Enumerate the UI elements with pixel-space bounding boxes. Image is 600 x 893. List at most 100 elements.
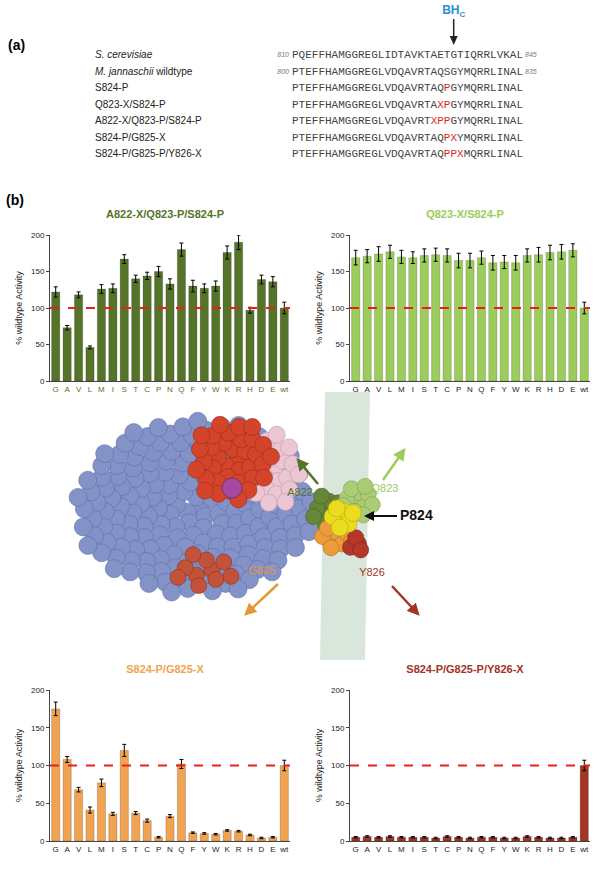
svg-text:I: I bbox=[412, 845, 414, 854]
svg-text:150: 150 bbox=[31, 724, 45, 733]
svg-text:P: P bbox=[456, 385, 461, 394]
svg-text:50: 50 bbox=[35, 799, 44, 808]
svg-text:50: 50 bbox=[335, 799, 344, 808]
svg-text:PTEFFHAMGGREGLVDQAVRTAQPXYMQRR: PTEFFHAMGGREGLVDQAVRTAQPXYMQRRLINAL bbox=[292, 132, 523, 144]
svg-text:E: E bbox=[570, 385, 575, 394]
svg-text:C: C bbox=[144, 845, 150, 854]
svg-text:E: E bbox=[570, 845, 575, 854]
svg-text:810: 810 bbox=[277, 51, 289, 58]
svg-text:(a): (a) bbox=[8, 37, 25, 53]
svg-text:V: V bbox=[376, 385, 382, 394]
svg-text:K: K bbox=[524, 845, 530, 854]
svg-text:A: A bbox=[64, 385, 70, 394]
svg-text:D: D bbox=[559, 385, 565, 394]
svg-text:200: 200 bbox=[31, 686, 45, 695]
svg-text:R: R bbox=[236, 845, 242, 854]
svg-text:200: 200 bbox=[331, 686, 345, 695]
svg-text:M: M bbox=[398, 385, 405, 394]
svg-text:100: 100 bbox=[331, 304, 345, 313]
svg-text:D: D bbox=[259, 845, 265, 854]
svg-text:A: A bbox=[364, 385, 370, 394]
svg-text:H: H bbox=[547, 845, 553, 854]
svg-text:L: L bbox=[88, 845, 93, 854]
svg-text:P: P bbox=[156, 385, 161, 394]
svg-text:150: 150 bbox=[31, 267, 45, 276]
svg-text:845: 845 bbox=[525, 51, 537, 58]
svg-text:D: D bbox=[259, 385, 265, 394]
svg-text:F: F bbox=[190, 385, 195, 394]
svg-text:R: R bbox=[536, 385, 542, 394]
svg-text:G: G bbox=[353, 845, 359, 854]
svg-text:M: M bbox=[98, 845, 105, 854]
svg-text:wt: wt bbox=[279, 845, 289, 854]
svg-text:0: 0 bbox=[340, 837, 345, 846]
svg-text:50: 50 bbox=[35, 340, 44, 349]
svg-text:V: V bbox=[76, 385, 82, 394]
svg-text:A822: A822 bbox=[287, 486, 313, 498]
svg-text:wt: wt bbox=[579, 845, 589, 854]
svg-text:I: I bbox=[112, 385, 114, 394]
svg-text:PTEFFHAMGGREGLVDQAVRTAQPPXMQRR: PTEFFHAMGGREGLVDQAVRTAQPPXMQRRLINAL bbox=[292, 148, 523, 160]
svg-text:V: V bbox=[76, 845, 82, 854]
svg-text:N: N bbox=[167, 385, 173, 394]
svg-text:R: R bbox=[536, 845, 542, 854]
svg-text:W: W bbox=[212, 845, 220, 854]
svg-text:S824-P/G825-X: S824-P/G825-X bbox=[95, 132, 166, 143]
svg-text:Q823: Q823 bbox=[372, 482, 399, 494]
svg-text:F: F bbox=[490, 845, 495, 854]
svg-text:D: D bbox=[559, 845, 565, 854]
svg-text:G: G bbox=[353, 385, 359, 394]
svg-text:L: L bbox=[388, 385, 393, 394]
svg-text:S824-P/G825-P/Y826-X: S824-P/G825-P/Y826-X bbox=[406, 663, 524, 675]
svg-text:S824-P: S824-P bbox=[95, 82, 129, 93]
svg-text:0: 0 bbox=[340, 377, 345, 386]
svg-text:H: H bbox=[247, 385, 253, 394]
svg-text:S824-P/G825-X: S824-P/G825-X bbox=[126, 663, 204, 675]
svg-text:Q: Q bbox=[178, 385, 184, 394]
svg-text:K: K bbox=[224, 385, 230, 394]
svg-text:PQEFFHAMGGREGLIDTAVKTAETGTIQRR: PQEFFHAMGGREGLIDTAVKTAETGTIQRRLVKAL bbox=[292, 49, 523, 61]
svg-text:T: T bbox=[433, 385, 438, 394]
svg-text:E: E bbox=[270, 385, 275, 394]
svg-text:N: N bbox=[167, 845, 173, 854]
svg-text:I: I bbox=[412, 385, 414, 394]
svg-text:M. jannaschii wildtype: M. jannaschii wildtype bbox=[95, 66, 193, 77]
svg-text:R: R bbox=[236, 385, 242, 394]
svg-text:0: 0 bbox=[40, 377, 45, 386]
svg-text:Y826: Y826 bbox=[359, 566, 385, 578]
svg-text:P: P bbox=[156, 845, 161, 854]
svg-text:F: F bbox=[190, 845, 195, 854]
svg-text:C: C bbox=[444, 385, 450, 394]
svg-text:A822-X/Q823-P/S824-P: A822-X/Q823-P/S824-P bbox=[106, 208, 224, 220]
svg-text:835: 835 bbox=[525, 68, 537, 75]
svg-text:H: H bbox=[547, 385, 553, 394]
svg-text:C: C bbox=[144, 385, 150, 394]
svg-text:A: A bbox=[64, 845, 70, 854]
svg-text:S. cerevisiae: S. cerevisiae bbox=[95, 49, 153, 60]
svg-text:M: M bbox=[398, 845, 405, 854]
svg-text:PTEFFHAMGGREGLVDQAVRTXPPGYMQRR: PTEFFHAMGGREGLVDQAVRTXPPGYMQRRLINAL bbox=[292, 115, 523, 127]
svg-text:L: L bbox=[388, 845, 393, 854]
svg-text:S824-P/G825-P/Y826-X: S824-P/G825-P/Y826-X bbox=[95, 148, 202, 159]
svg-text:G: G bbox=[53, 845, 59, 854]
svg-text:PTEFFHAMGGREGLVDQAVRTAQPGYMQRR: PTEFFHAMGGREGLVDQAVRTAQPGYMQRRLINAL bbox=[292, 82, 523, 94]
svg-text:% wildtype Activity: % wildtype Activity bbox=[14, 271, 24, 345]
svg-text:N: N bbox=[467, 845, 473, 854]
svg-text:150: 150 bbox=[331, 724, 345, 733]
svg-text:S: S bbox=[122, 845, 127, 854]
svg-text:wt: wt bbox=[579, 385, 589, 394]
svg-text:S: S bbox=[122, 385, 127, 394]
svg-text:100: 100 bbox=[31, 761, 45, 770]
svg-text:C: C bbox=[444, 845, 450, 854]
svg-text:Q: Q bbox=[478, 385, 484, 394]
svg-text:Y: Y bbox=[202, 845, 208, 854]
svg-text:W: W bbox=[212, 385, 220, 394]
svg-text:P824: P824 bbox=[400, 507, 433, 523]
svg-text:I: I bbox=[112, 845, 114, 854]
svg-text:V: V bbox=[376, 845, 382, 854]
svg-text:wt: wt bbox=[279, 385, 289, 394]
svg-text:Q: Q bbox=[478, 845, 484, 854]
svg-text:N: N bbox=[467, 385, 473, 394]
svg-text:200: 200 bbox=[31, 231, 45, 240]
svg-text:W: W bbox=[512, 845, 520, 854]
